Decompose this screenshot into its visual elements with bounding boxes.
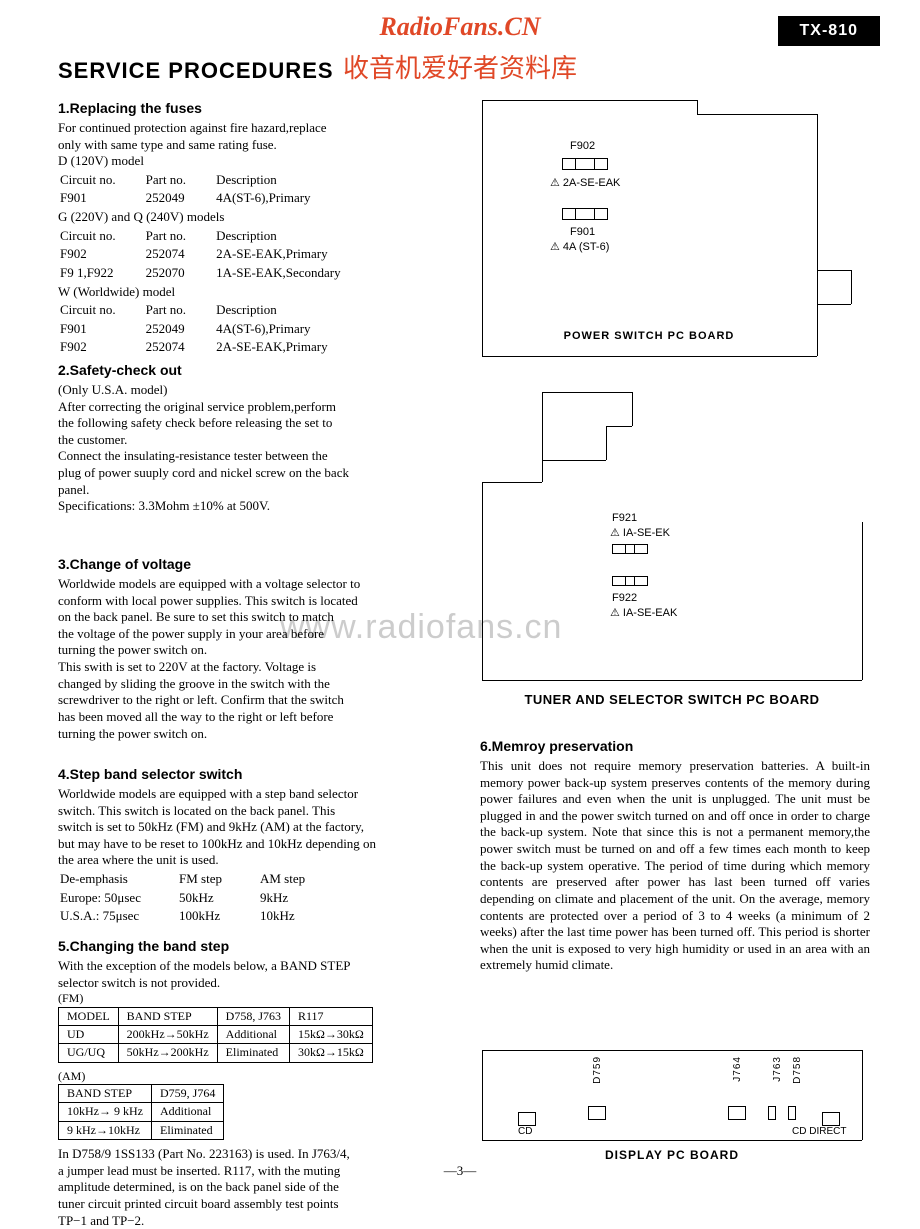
f922-spec: ⚠ IA-SE-EAK — [610, 606, 677, 619]
section-1: 1.Replacing the fuses For continued prot… — [58, 100, 458, 358]
page-number: —3— — [0, 1163, 920, 1179]
chip-icon — [588, 1106, 606, 1120]
fuse-table-gq: Circuit no.Part no.Description F90225207… — [58, 226, 371, 284]
section-6-head: 6.Memroy preservation — [480, 738, 870, 756]
f902-spec: ⚠ 2A-SE-EAK — [550, 176, 620, 189]
cd-label: CD — [518, 1126, 532, 1137]
s1-intro1: For continued protection against fire ha… — [58, 120, 458, 137]
diagram-display-board: D759 J764 J763 D758 CD CD DIRECT DISPLAY… — [482, 1050, 862, 1170]
j764-label: J764 — [732, 1056, 743, 1082]
section-5: 5.Changing the band step With the except… — [58, 938, 458, 1229]
model-badge: TX-810 — [778, 16, 880, 46]
page-title: SERVICE PROCEDURES — [58, 58, 334, 84]
chip-icon — [768, 1106, 776, 1120]
cd-direct-label: CD DIRECT — [792, 1126, 846, 1137]
fuse-icon — [612, 544, 648, 554]
s1-modelD: D (120V) model — [58, 153, 458, 170]
diagram3-title: DISPLAY PC BOARD — [482, 1148, 862, 1162]
section-3: 3.Change of voltage Worldwide models are… — [58, 556, 458, 742]
fuse-table-d: Circuit no.Part no.Description F90125204… — [58, 170, 341, 209]
f901-spec: ⚠ 4A (ST-6) — [550, 240, 609, 253]
d759-label: D759 — [592, 1056, 603, 1084]
fuse-icon — [562, 158, 608, 170]
chip-icon — [822, 1112, 840, 1126]
diagram2-title: TUNER AND SELECTOR SWITCH PC BOARD — [482, 692, 862, 707]
section-6-body: This unit does not require memory preser… — [480, 758, 870, 974]
chip-icon — [788, 1106, 796, 1120]
section-5-head: 5.Changing the band step — [58, 938, 458, 956]
f921-label: F921 — [612, 512, 637, 524]
section-4-head: 4.Step band selector switch — [58, 766, 458, 784]
f922-label: F922 — [612, 592, 637, 604]
section-6: 6.Memroy preservation This unit does not… — [480, 738, 870, 974]
s1-modelGQ: G (220V) and Q (240V) models — [58, 209, 458, 226]
s1-intro2: only with same type and same rating fuse… — [58, 137, 458, 154]
d758-label: D758 — [792, 1056, 803, 1084]
section-2-head: 2.Safety-check out — [58, 362, 458, 380]
section-4: 4.Step band selector switch Worldwide mo… — [58, 766, 458, 927]
diagram-power-board: F902 ⚠ 2A-SE-EAK F901 ⚠ 4A (ST-6) POWER … — [482, 100, 862, 360]
f902-label: F902 — [570, 140, 595, 152]
fuse-icon — [612, 576, 648, 586]
fm-table: MODELBAND STEPD758, J763R117 UD200kHz→50… — [58, 1007, 373, 1063]
step-table: De-emphasisFM stepAM step Europe: 50μsec… — [58, 869, 343, 927]
j763-label: J763 — [772, 1056, 783, 1082]
diagram1-title: POWER SWITCH PC BOARD — [482, 330, 816, 342]
f921-spec: ⚠ IA-SE-EK — [610, 526, 670, 539]
section-3-head: 3.Change of voltage — [58, 556, 458, 574]
section-1-head: 1.Replacing the fuses — [58, 100, 458, 118]
am-table: BAND STEPD759, J764 10kHz→ 9 kHzAddition… — [58, 1084, 224, 1140]
fuse-table-w: Circuit no.Part no.Description F90125204… — [58, 300, 358, 358]
chip-icon — [728, 1106, 746, 1120]
s1-modelW: W (Worldwide) model — [58, 284, 458, 301]
chip-icon — [518, 1112, 536, 1126]
fuse-icon — [562, 208, 608, 220]
f901-label: F901 — [570, 226, 595, 238]
section-2: 2.Safety-check out (Only U.S.A. model) A… — [58, 362, 458, 515]
diagram-tuner-board: F921 ⚠ IA-SE-EK F922 ⚠ IA-SE-EAK TUNER A… — [482, 392, 862, 712]
